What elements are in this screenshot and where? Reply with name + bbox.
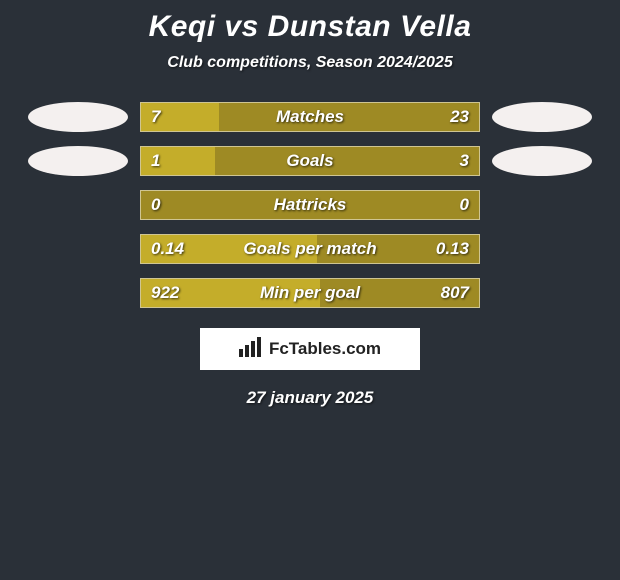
stat-row: 1 Goals 3 — [0, 146, 620, 176]
stat-bar: 0 Hattricks 0 — [140, 190, 480, 220]
stat-bar: 922 Min per goal 807 — [140, 278, 480, 308]
stat-label: Hattricks — [274, 195, 347, 215]
brand-text: FcTables.com — [269, 339, 381, 359]
stat-value-right: 0.13 — [436, 239, 469, 259]
chart-icon — [239, 337, 263, 362]
player-emblem-left — [28, 102, 128, 132]
stat-row: 0.14 Goals per match 0.13 — [0, 234, 620, 264]
stat-row: 922 Min per goal 807 — [0, 278, 620, 308]
brand-badge: FcTables.com — [200, 328, 420, 370]
stat-bar: 0.14 Goals per match 0.13 — [140, 234, 480, 264]
stat-rows: 7 Matches 23 1 Goals 3 0 Hattricks 0 0.14 Goals pe… — [0, 102, 620, 308]
stat-value-right: 23 — [450, 107, 469, 127]
stat-value-right: 0 — [460, 195, 469, 215]
stat-value-left: 0 — [151, 195, 160, 215]
page-title: Keqi vs Dunstan Vella — [0, 10, 620, 44]
player-emblem-right — [492, 102, 592, 132]
stat-label: Goals — [286, 151, 333, 171]
stat-row: 0 Hattricks 0 — [0, 190, 620, 220]
stat-bar: 7 Matches 23 — [140, 102, 480, 132]
stat-value-left: 7 — [151, 107, 160, 127]
stat-value-right: 3 — [460, 151, 469, 171]
player-emblem-right — [492, 146, 592, 176]
stat-value-left: 1 — [151, 151, 160, 171]
stat-label: Goals per match — [243, 239, 376, 259]
stat-label: Matches — [276, 107, 344, 127]
comparison-infographic: Keqi vs Dunstan Vella Club competitions,… — [0, 0, 620, 408]
stat-value-left: 0.14 — [151, 239, 184, 259]
stat-value-right: 807 — [441, 283, 469, 303]
player-emblem-left — [28, 146, 128, 176]
subtitle: Club competitions, Season 2024/2025 — [0, 54, 620, 72]
stat-value-left: 922 — [151, 283, 179, 303]
stat-bar: 1 Goals 3 — [140, 146, 480, 176]
stat-label: Min per goal — [260, 283, 360, 303]
stat-row: 7 Matches 23 — [0, 102, 620, 132]
date-text: 27 january 2025 — [0, 388, 620, 408]
